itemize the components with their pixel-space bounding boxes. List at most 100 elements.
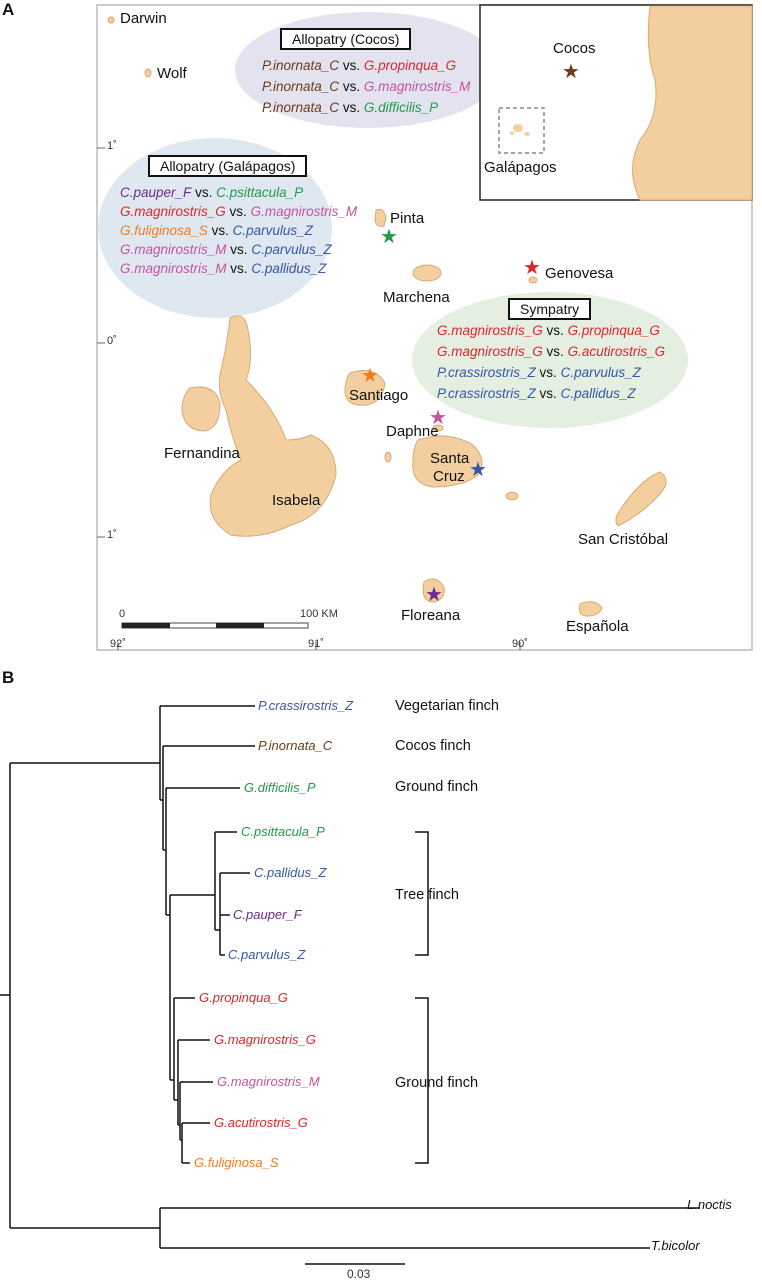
place-espanola: Española <box>566 618 629 635</box>
species-name: G.propinqua_G <box>363 58 457 73</box>
tree-tip-label: G.fuliginosa_S <box>194 1155 279 1170</box>
scale-start: 0 <box>119 608 126 620</box>
group-vegetarian: Vegetarian finch <box>395 698 499 714</box>
star-santa-cruz: ★ <box>469 459 487 481</box>
place-cocos: Cocos <box>553 40 596 57</box>
tree-tip-label: G.acutirostris_G <box>214 1115 308 1130</box>
allopatry-cocos-title: Allopatry (Cocos) <box>280 28 412 50</box>
star-genovesa: ★ <box>523 257 541 279</box>
species-name: G.magnirostris_M <box>120 242 227 257</box>
place-santa: Santa <box>430 450 470 467</box>
vs-label: vs. <box>546 323 564 338</box>
place-daphne: Daphne <box>386 423 439 440</box>
place-isabela: Isabela <box>272 492 321 509</box>
group-ground-1: Ground finch <box>395 779 479 795</box>
tree-tip-label: C.pallidus_Z <box>254 865 327 880</box>
lat-tick: 1˚ <box>107 140 117 152</box>
panel-a-label: A <box>2 0 15 19</box>
allopatry-galapagos-bubble <box>98 138 332 318</box>
comparison-row: G.magnirostris_M vs. C.parvulus_Z <box>120 240 357 259</box>
comparison-row: P.crassirostris_Z vs. C.pallidus_Z <box>437 383 665 404</box>
place-galapagos: Galápagos <box>484 159 557 176</box>
vs-label: vs. <box>539 365 557 380</box>
comparison-row: P.inornata_C vs. G.difficilis_P <box>262 97 470 118</box>
vs-label: vs. <box>229 204 247 219</box>
comparison-row: P.crassirostris_Z vs. C.parvulus_Z <box>437 362 665 383</box>
place-fernandina: Fernandina <box>164 445 240 462</box>
group-tree: Tree finch <box>395 887 459 903</box>
species-name: G.difficilis_P <box>363 100 439 115</box>
species-name: G.fuliginosa_S <box>120 223 208 238</box>
comparison-row: G.magnirostris_G vs. G.acutirostris_G <box>437 341 665 362</box>
scale-end: 100 KM <box>300 608 338 620</box>
species-name: G.propinqua_G <box>567 323 660 338</box>
tree-tip-label: G.magnirostris_G <box>214 1032 316 1047</box>
comparison-row: P.inornata_C vs. G.magnirostris_M <box>262 76 470 97</box>
species-name: G.magnirostris_M <box>363 79 471 94</box>
star-daphne: ★ <box>429 407 447 429</box>
star-santiago: ★ <box>361 365 379 387</box>
group-cocos: Cocos finch <box>395 738 471 754</box>
lat-tick: 1˚ <box>107 529 117 541</box>
lon-tick: 90˚ <box>512 638 528 650</box>
species-name: G.magnirostris_M <box>120 261 227 276</box>
panel-b-label: B <box>2 668 15 687</box>
comparison-row: P.inornata_C vs. G.propinqua_G <box>262 55 470 76</box>
species-name: P.crassirostris_Z <box>437 365 536 380</box>
islands <box>107 16 667 617</box>
species-name: C.parvulus_Z <box>560 365 641 380</box>
species-name: C.parvulus_Z <box>251 242 332 257</box>
species-name: G.magnirostris_M <box>250 204 358 219</box>
place-darwin: Darwin <box>120 10 167 27</box>
vs-label: vs. <box>342 100 361 115</box>
allopatry-galapagos-pairs: C.pauper_F vs. C.psittacula_P G.magnirost… <box>120 183 357 278</box>
species-name: C.parvulus_Z <box>232 223 313 238</box>
species-name: G.magnirostris_G <box>437 323 543 338</box>
vs-label: vs. <box>195 185 213 200</box>
species-name: C.pallidus_Z <box>560 386 636 401</box>
allopatry-galapagos-title: Allopatry (Galápagos) <box>148 155 308 177</box>
vs-label: vs. <box>342 58 361 73</box>
star-cocos: ★ <box>562 61 580 83</box>
group-ground-2: Ground finch <box>395 1075 479 1091</box>
sympatry-pairs: G.magnirostris_G vs. G.propinqua_G G.magn… <box>437 320 665 404</box>
species-name: C.pallidus_Z <box>251 261 327 276</box>
species-name: G.magnirostris_G <box>437 344 543 359</box>
vs-label: vs. <box>546 344 564 359</box>
comparison-row: C.pauper_F vs. C.psittacula_P <box>120 183 357 202</box>
species-name: C.psittacula_P <box>216 185 304 200</box>
species-name: P.crassirostris_Z <box>437 386 536 401</box>
place-marchena: Marchena <box>383 289 450 306</box>
species-name: P.inornata_C <box>262 100 340 115</box>
sympatry-title: Sympatry <box>508 298 592 320</box>
tree-tip-label: T.bicolor <box>651 1238 700 1253</box>
comparison-row: G.magnirostris_G vs. G.magnirostris_M <box>120 202 357 221</box>
scale-label: 0.03 <box>347 1267 371 1281</box>
species-name: G.magnirostris_G <box>120 204 226 219</box>
tree-finch-bracket <box>415 831 429 956</box>
place-wolf: Wolf <box>157 65 187 82</box>
species-name: P.inornata_C <box>262 79 340 94</box>
place-pinta: Pinta <box>390 210 425 227</box>
place-floreana: Floreana <box>401 607 461 624</box>
lon-tick: 91˚ <box>308 638 324 650</box>
vs-label: vs. <box>342 79 361 94</box>
place-santiago: Santiago <box>349 387 409 404</box>
lon-tick: 92˚ <box>110 638 126 650</box>
comparison-row: G.magnirostris_G vs. G.propinqua_G <box>437 320 665 341</box>
comparison-row: G.fuliginosa_S vs. C.parvulus_Z <box>120 221 357 240</box>
species-name: C.pauper_F <box>120 185 192 200</box>
map: ★ ★ ★ ★ ★ ★ ★ <box>96 4 753 651</box>
tree-tip-label: C.parvulus_Z <box>228 947 306 962</box>
ground-finch-bracket <box>415 997 429 1164</box>
tree-tip-label: C.psittacula_P <box>241 824 325 839</box>
tree-tip-label: C.pauper_F <box>233 907 302 922</box>
tree-tip-label: P.inornata_C <box>258 738 333 753</box>
star-floreana: ★ <box>425 584 443 606</box>
star-pinta: ★ <box>380 226 398 248</box>
vs-label: vs. <box>230 261 248 276</box>
comparison-row: G.magnirostris_M vs. C.pallidus_Z <box>120 259 357 278</box>
tree-tip-label: L.noctis <box>687 1197 732 1212</box>
tree-tip-label: G.magnirostris_M <box>217 1074 320 1089</box>
